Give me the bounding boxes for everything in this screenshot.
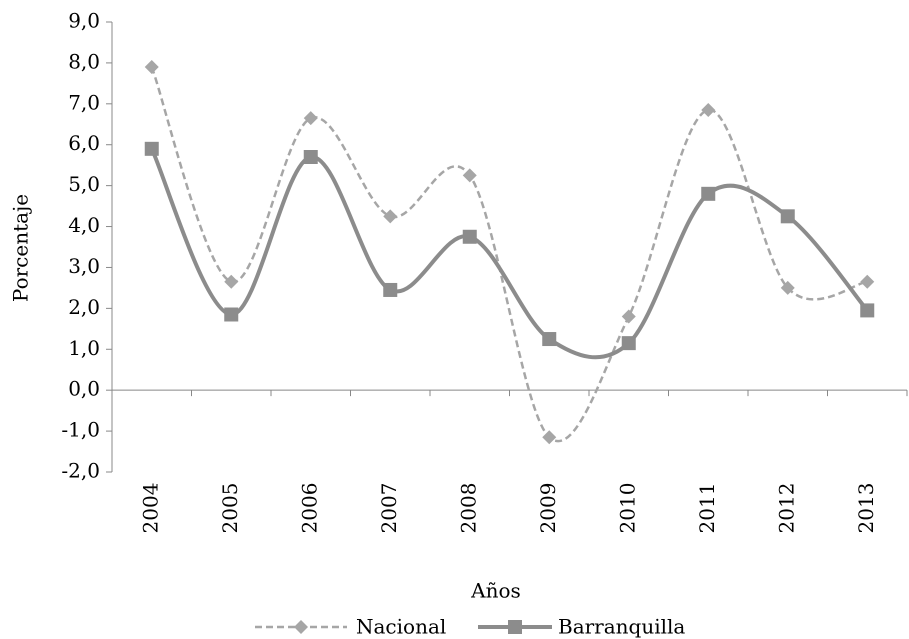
- x-tick-label: 2005: [218, 483, 242, 534]
- marker: [144, 60, 159, 74]
- marker: [860, 274, 875, 289]
- y-tick-label: 8,0: [68, 49, 100, 73]
- x-tick-label: 2006: [297, 483, 321, 534]
- marker: [303, 150, 318, 164]
- y-axis-title: Porcentaje: [9, 194, 33, 302]
- marker: [701, 186, 716, 201]
- legend-label: Nacional: [356, 615, 446, 639]
- y-tick-label: 2,0: [68, 295, 100, 319]
- marker: [224, 307, 239, 322]
- marker: [701, 102, 716, 117]
- y-tick-label: 0,0: [68, 377, 100, 401]
- y-tick-label: 9,0: [68, 9, 100, 33]
- x-tick-label: 2008: [456, 483, 480, 534]
- marker: [462, 168, 477, 183]
- marker: [621, 309, 636, 324]
- marker: [508, 620, 522, 634]
- x-axis-title: Años: [470, 579, 521, 603]
- y-tick-label: 5,0: [68, 172, 100, 196]
- marker: [462, 229, 477, 244]
- x-tick-label: 2009: [536, 483, 560, 534]
- marker: [860, 303, 875, 318]
- x-tick-label: 2007: [377, 483, 401, 534]
- y-tick-label: 6,0: [68, 131, 100, 155]
- series-line: [150, 66, 868, 443]
- x-tick-label: 2013: [854, 483, 878, 534]
- marker: [621, 336, 636, 351]
- marker: [542, 332, 557, 347]
- marker: [224, 274, 239, 289]
- y-tick-label: 3,0: [68, 254, 100, 278]
- y-tick-label: 7,0: [68, 90, 100, 114]
- y-tick-label: -1,0: [61, 418, 100, 442]
- legend-label: Barranquilla: [558, 615, 685, 639]
- marker: [780, 209, 795, 224]
- marker: [383, 282, 398, 297]
- x-tick-label: 2011: [695, 483, 719, 534]
- marker: [303, 111, 318, 126]
- marker: [780, 280, 795, 295]
- marker: [144, 141, 159, 156]
- x-tick-label: 2012: [774, 483, 798, 534]
- series-line: [149, 147, 869, 360]
- y-tick-label: 4,0: [68, 213, 100, 237]
- x-tick-label: 2010: [615, 483, 639, 534]
- marker: [294, 620, 308, 634]
- y-tick-label: -2,0: [61, 459, 100, 483]
- x-tick-label: 2004: [138, 483, 162, 534]
- marker: [383, 209, 398, 224]
- marker: [542, 430, 557, 445]
- y-tick-label: 1,0: [68, 336, 100, 360]
